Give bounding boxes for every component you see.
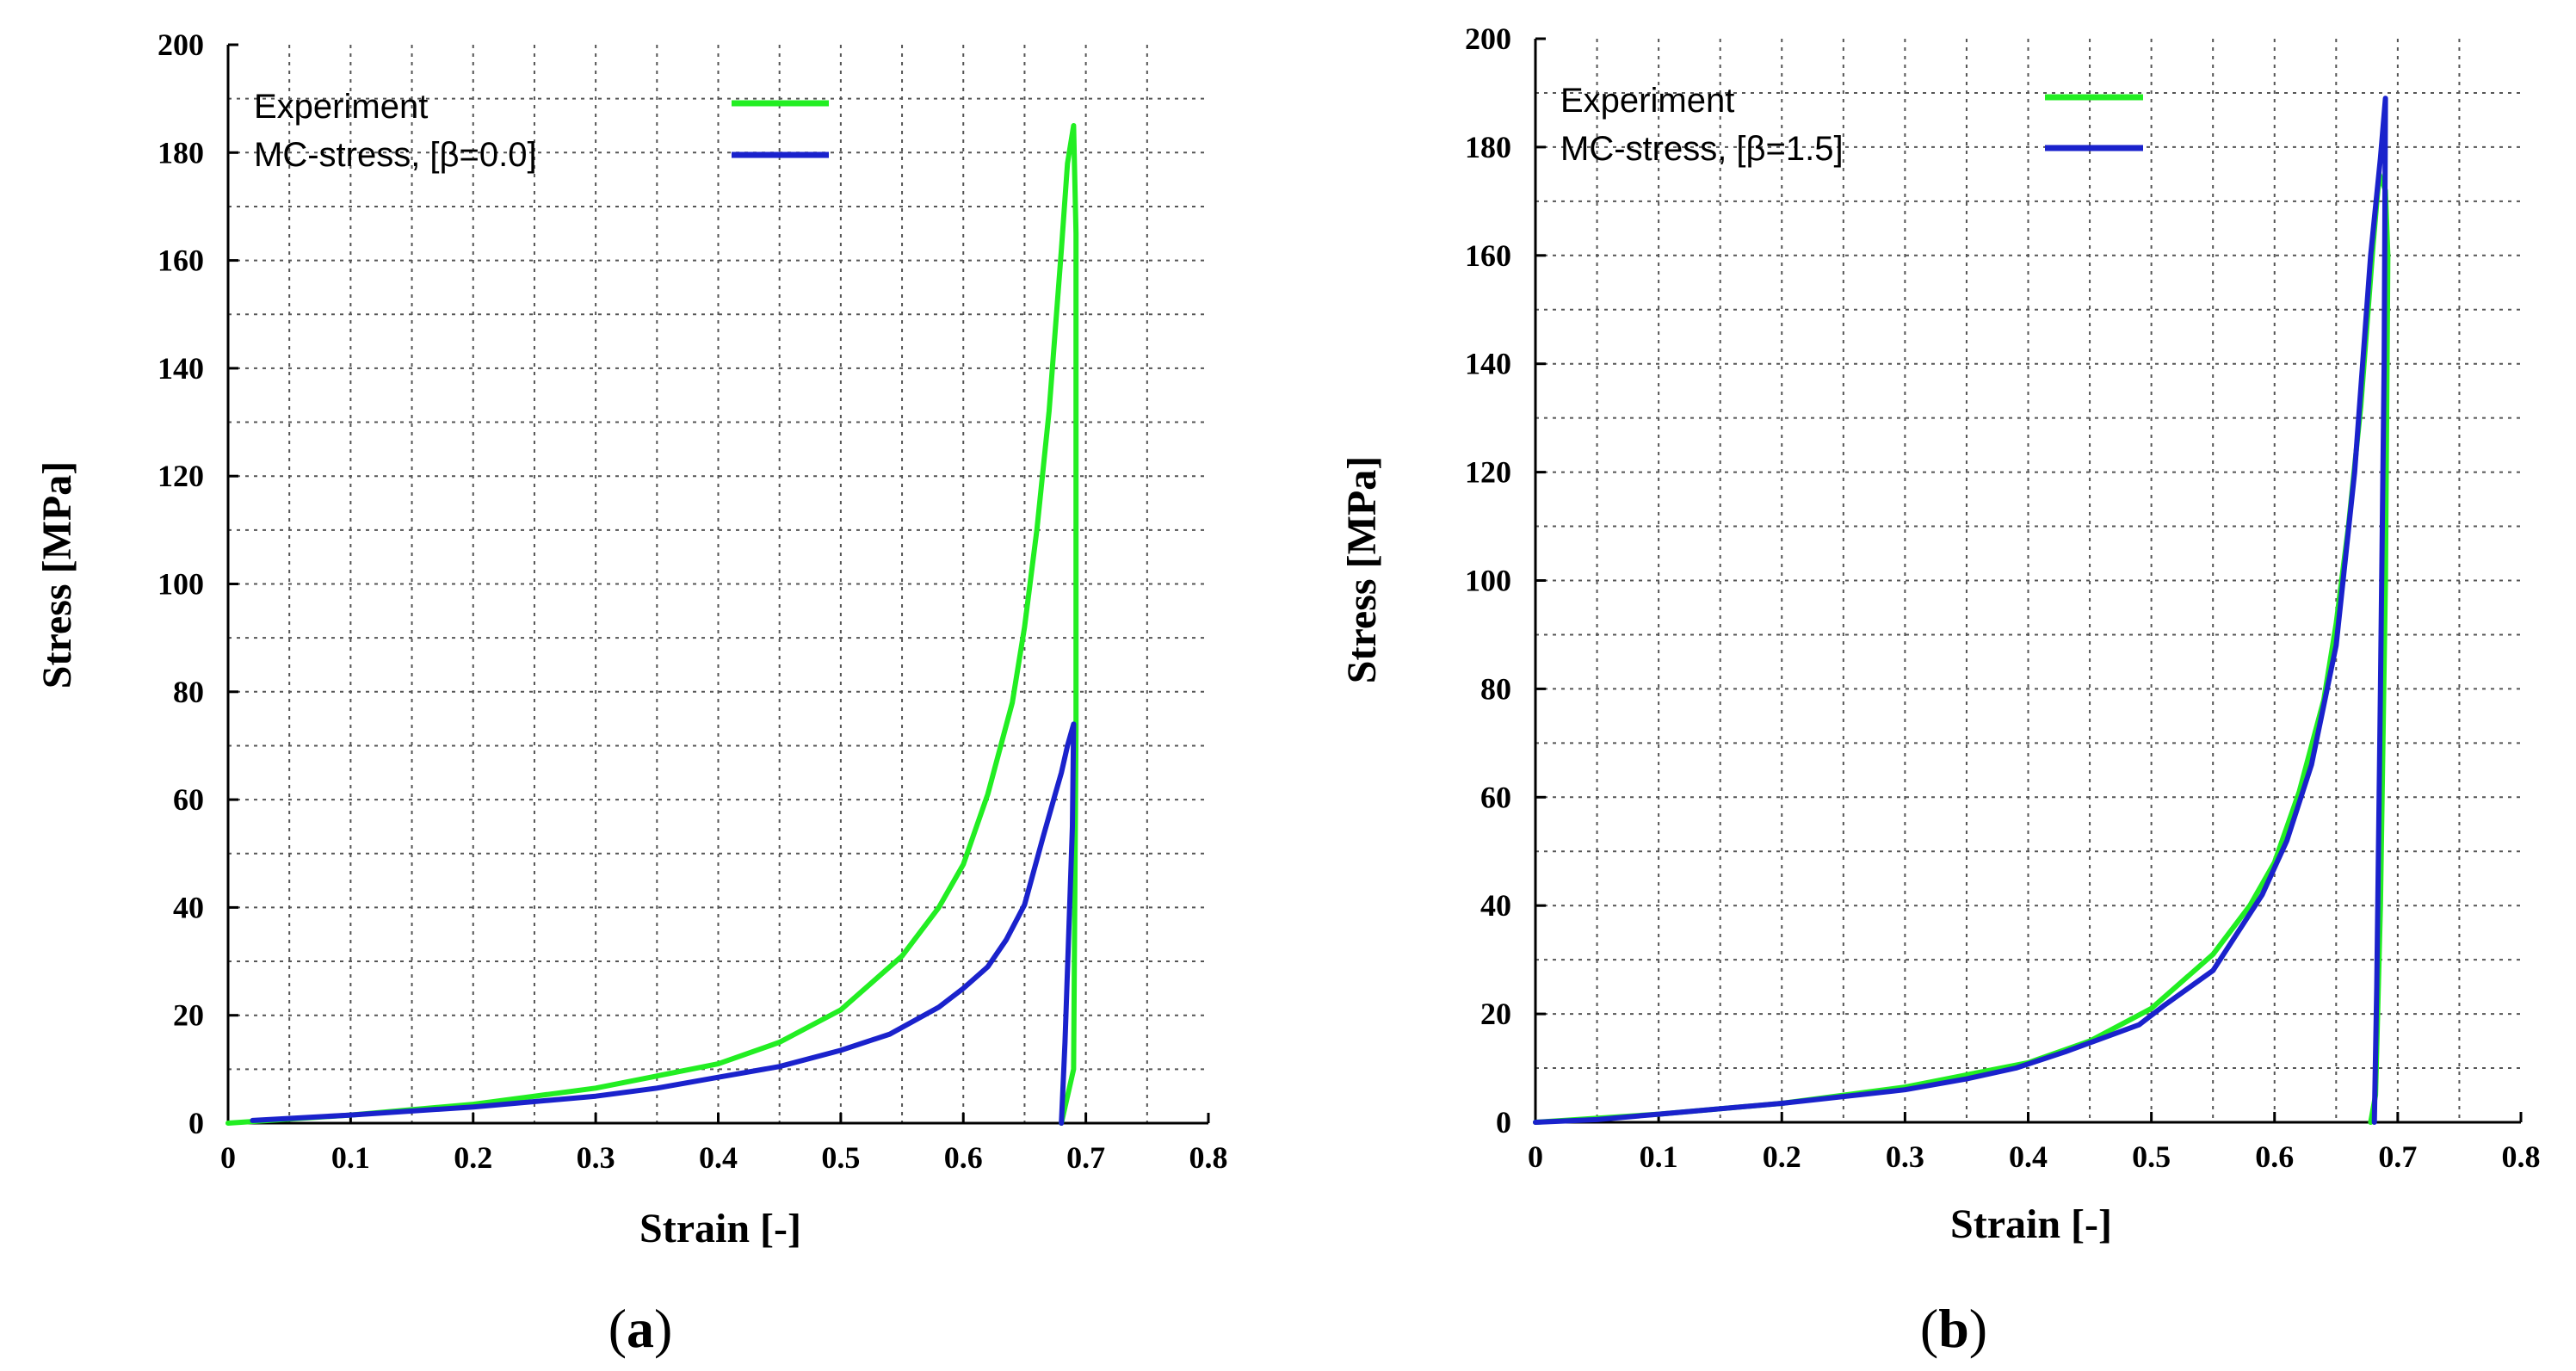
y-tick-label-b: 180 xyxy=(1465,130,1511,164)
series-group-b xyxy=(1533,96,2391,1125)
y-tick-label-a: 100 xyxy=(158,567,204,602)
y-tick-label-a: 40 xyxy=(173,890,204,924)
y-tick-label-a: 80 xyxy=(173,675,204,709)
grid-b xyxy=(1535,39,2521,1122)
series-group-a xyxy=(225,123,1079,1126)
x-axis-title-a: Strain [-] xyxy=(639,1206,801,1251)
y-tick-label-b: 40 xyxy=(1480,888,1511,923)
x-tick-label-b: 0.7 xyxy=(2378,1139,2417,1174)
series-experiment-line-a xyxy=(225,123,1079,1126)
y-tick-label-a: 200 xyxy=(158,28,204,62)
y-tick-label-b: 60 xyxy=(1480,780,1511,814)
x-tick-label-a: 0.6 xyxy=(944,1140,983,1175)
x-tick-label-b: 0 xyxy=(1528,1139,1543,1174)
y-axis-title-a: Stress [MPa] xyxy=(34,461,80,689)
series-mc-stress-line-a xyxy=(250,721,1077,1126)
tick-labels-b: 0 0.1 0.2 0.3 0.4 0.5 0.6 0.7 0.8 0 20 40 60 80 100 120… xyxy=(1465,22,2541,1174)
x-tick-label-b: 0.3 xyxy=(1886,1139,1924,1174)
x-tick-label-a: 0.1 xyxy=(331,1140,370,1175)
y-tick-label-b: 100 xyxy=(1465,564,1511,598)
axes-b xyxy=(1534,37,2523,1124)
x-tick-label-a: 0.8 xyxy=(1189,1140,1228,1175)
x-tick-label-b: 0.8 xyxy=(2502,1139,2541,1174)
panel-label-a: (a) xyxy=(608,1298,673,1359)
y-tick-label-b: 140 xyxy=(1465,347,1511,381)
x-tick-label-a: 0.5 xyxy=(821,1140,860,1175)
legend-label-experiment-b: Experiment xyxy=(1560,82,1734,120)
y-tick-label-a: 60 xyxy=(173,782,204,817)
x-tick-label-a: 0 xyxy=(220,1140,236,1175)
y-axis-title-b: Stress [MPa] xyxy=(1339,456,1385,683)
y-tick-label-b: 160 xyxy=(1465,238,1511,273)
legend-a: Experiment MC-stress, [β=0.0] xyxy=(254,88,829,174)
panel-letter-b: b xyxy=(1938,1298,1969,1359)
x-tick-label-a: 0.7 xyxy=(1066,1140,1105,1175)
y-tick-label-a: 120 xyxy=(158,459,204,493)
y-tick-label-a: 20 xyxy=(173,998,204,1033)
y-tick-label-b: 20 xyxy=(1480,997,1511,1031)
legend-label-mc-stress-b: MC-stress, [β=1.5] xyxy=(1560,130,1844,168)
legend-label-mc-stress-a: MC-stress, [β=0.0] xyxy=(254,136,537,174)
chart-panel-b: 0 0.1 0.2 0.3 0.4 0.5 0.6 0.7 0.8 0 20 40 60 80 100 120… xyxy=(1339,22,2541,1359)
y-tick-label-a: 180 xyxy=(158,135,204,170)
chart-panel-a: 0 0.1 0.2 0.3 0.4 0.5 0.6 0.7 0.8 0 20 40 60 80 100 120… xyxy=(34,28,1228,1359)
x-tick-label-a: 0.4 xyxy=(699,1140,738,1175)
x-axis-title-b: Strain [-] xyxy=(1950,1201,2112,1247)
series-experiment-line-b xyxy=(1533,171,2391,1125)
y-tick-label-b: 120 xyxy=(1465,455,1511,490)
tick-labels-a: 0 0.1 0.2 0.3 0.4 0.5 0.6 0.7 0.8 0 20 40 60 80 100 120… xyxy=(158,28,1228,1175)
y-tick-label-a: 0 xyxy=(188,1106,204,1140)
x-tick-label-a: 0.3 xyxy=(577,1140,615,1175)
y-tick-label-a: 160 xyxy=(158,244,204,278)
panel-label-b: (b) xyxy=(1920,1298,1987,1359)
legend-label-experiment-a: Experiment xyxy=(254,88,428,126)
x-tick-label-b: 0.2 xyxy=(1763,1139,1801,1174)
x-tick-label-b: 0.6 xyxy=(2255,1139,2294,1174)
x-tick-label-b: 0.4 xyxy=(2009,1139,2048,1174)
panel-letter-a: a xyxy=(627,1298,654,1359)
x-tick-label-b: 0.1 xyxy=(1640,1139,1678,1174)
x-tick-label-a: 0.2 xyxy=(454,1140,492,1175)
x-tick-label-b: 0.5 xyxy=(2132,1139,2171,1174)
series-mc-stress-line-b xyxy=(1533,96,2388,1125)
legend-b: Experiment MC-stress, [β=1.5] xyxy=(1560,82,2143,168)
y-tick-label-a: 140 xyxy=(158,351,204,386)
y-tick-label-b: 200 xyxy=(1465,22,1511,56)
y-tick-label-b: 0 xyxy=(1496,1105,1511,1139)
grid-a xyxy=(228,45,1208,1123)
y-tick-label-b: 80 xyxy=(1480,671,1511,706)
